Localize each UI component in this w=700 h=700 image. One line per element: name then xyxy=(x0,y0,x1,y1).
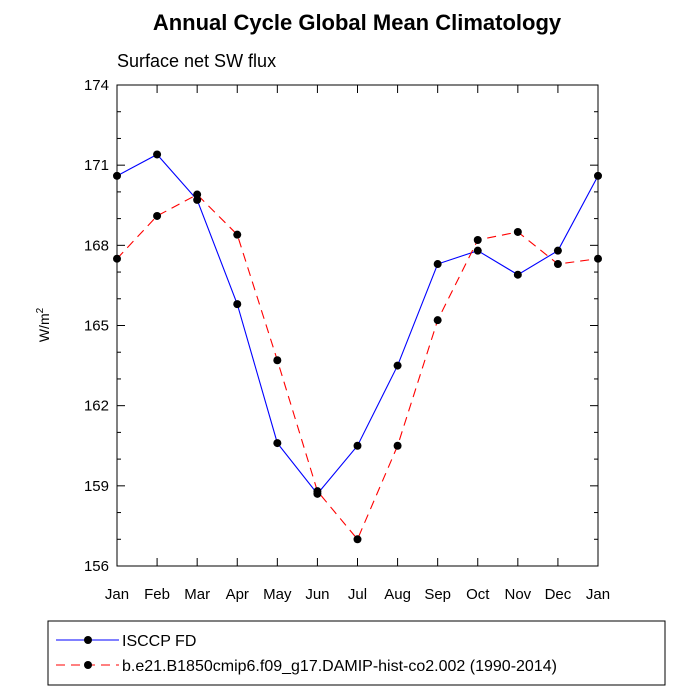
series-2-point xyxy=(433,316,442,325)
series-2-point xyxy=(273,356,282,365)
series-2-point xyxy=(313,487,322,496)
series-2-point xyxy=(393,441,402,450)
legend-label-2: b.e21.B1850cmip6.f09_g17.DAMIP-hist-co2.… xyxy=(122,658,557,675)
y-tick-label: 159 xyxy=(84,478,109,495)
y-tick-label: 165 xyxy=(84,318,109,335)
x-tick-label: Oct xyxy=(466,586,490,603)
legend-marker-1 xyxy=(84,636,92,644)
legend-box xyxy=(47,620,666,686)
x-tick-label: Mar xyxy=(184,586,210,603)
chart-title: Annual Cycle Global Mean Climatology xyxy=(153,10,562,35)
legend: ISCCP FD b.e21.B1850cmip6.f09_g17.DAMIP-h… xyxy=(56,633,557,675)
x-tick-label: Jun xyxy=(305,586,329,603)
y-tick-labels: 156 159 162 165 168 171 174 xyxy=(84,77,109,575)
svg-text:W/m2: W/m2 xyxy=(35,307,52,342)
series-1-point xyxy=(153,150,162,159)
x-tick-label: Jan xyxy=(586,586,610,603)
legend-label-1: ISCCP FD xyxy=(122,633,196,650)
series-1-point xyxy=(393,361,402,370)
x-tick-label: May xyxy=(263,586,292,603)
series-line-2 xyxy=(116,193,599,541)
series-2-point xyxy=(473,235,482,244)
series-2-point xyxy=(553,260,562,269)
series-2-point xyxy=(113,254,121,263)
chart-subtitle: Surface net SW flux xyxy=(117,51,276,71)
series-1-point xyxy=(513,270,522,279)
series-2-point xyxy=(233,230,242,239)
series-1-point xyxy=(273,439,282,448)
x-tick-label: Sep xyxy=(424,586,451,603)
x-tick-labels: Jan Feb Mar Apr May Jun Jul Aug Sep Oct Nov Dec Jan xyxy=(105,586,610,603)
series-1-point xyxy=(594,171,602,180)
series-1-point xyxy=(433,260,442,269)
y-tick-label: 162 xyxy=(84,398,109,415)
y-tick-label: 171 xyxy=(84,157,109,174)
x-tick-label: Aug xyxy=(384,586,411,603)
series-1-point xyxy=(353,441,362,450)
axis-ticks xyxy=(116,84,599,567)
x-tick-label: Nov xyxy=(504,586,531,603)
y-axis-label-superscript: 2 xyxy=(35,307,46,313)
series-2-point xyxy=(193,190,202,199)
series-2-point xyxy=(594,254,602,263)
y-tick-label: 156 xyxy=(84,558,109,575)
series-1-point xyxy=(473,246,482,255)
series-1-point xyxy=(553,246,562,255)
series-2-point xyxy=(153,211,162,220)
x-tick-label: Jul xyxy=(348,586,367,603)
series-1-point xyxy=(233,300,242,309)
y-axis-label: W/m2 xyxy=(35,307,52,342)
series-layer xyxy=(113,150,602,544)
x-tick-label: Apr xyxy=(226,586,249,603)
x-tick-label: Feb xyxy=(144,586,170,603)
legend-marker-2 xyxy=(84,661,92,669)
series-2-point xyxy=(353,535,362,544)
series-2-point xyxy=(513,227,522,236)
y-tick-label: 174 xyxy=(84,77,109,94)
plot-frame xyxy=(116,84,599,567)
y-tick-label: 168 xyxy=(84,237,109,254)
x-tick-label: Dec xyxy=(545,586,572,603)
y-axis-label-text: W/m xyxy=(36,313,52,342)
x-tick-label: Jan xyxy=(105,586,129,603)
series-1-point xyxy=(113,171,121,180)
